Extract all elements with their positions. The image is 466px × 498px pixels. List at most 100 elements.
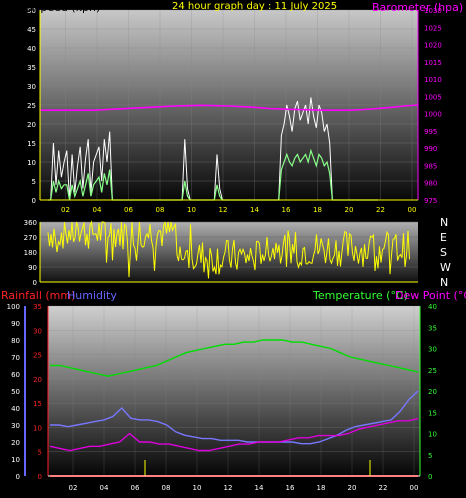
wind-y-tick: 40 xyxy=(27,45,36,53)
temp-x-tick: 22 xyxy=(379,484,388,492)
wind-x-tick: 00 xyxy=(408,206,417,214)
temp-x-tick: 06 xyxy=(131,484,140,492)
wind-x-tick: 22 xyxy=(376,206,385,214)
humidity-y-tick: 20 xyxy=(11,439,20,447)
temp-y-tick: 0 xyxy=(428,473,432,481)
temp-y-tick: 10 xyxy=(428,431,437,439)
temp-y-tick: 25 xyxy=(428,367,437,375)
temperature-label: Temperature (°C) xyxy=(312,289,408,302)
rain-y-tick: 25 xyxy=(33,352,42,360)
rain-y-tick: 35 xyxy=(33,303,42,311)
temp-x-tick: 18 xyxy=(317,484,326,492)
temp-x-tick: 10 xyxy=(193,484,202,492)
wind-x-tick: 12 xyxy=(219,206,228,214)
temp-x-tick: 16 xyxy=(286,484,295,492)
humidity-y-tick: 90 xyxy=(11,320,20,328)
dir-y-tick: 270 xyxy=(24,234,37,242)
temp-y-tick: 35 xyxy=(428,324,437,332)
temp-panel xyxy=(48,306,420,476)
wind-y-tick: 50 xyxy=(27,7,36,15)
wind-y-tick: 15 xyxy=(27,140,36,148)
temp-x-tick: 02 xyxy=(69,484,78,492)
wind-x-tick: 08 xyxy=(156,206,165,214)
temperature-line xyxy=(50,339,419,377)
wind-x-tick: 14 xyxy=(250,206,259,214)
temp-x-tick: 04 xyxy=(100,484,109,492)
humidity-y-tick: 10 xyxy=(11,456,20,464)
baro-y-tick: 980 xyxy=(424,180,437,188)
dir-y-tick: 0 xyxy=(33,279,37,287)
compass-label: N xyxy=(440,276,448,289)
humidity-y-tick: 70 xyxy=(11,354,20,362)
temp-y-tick: 5 xyxy=(428,452,432,460)
humidity-y-tick: 100 xyxy=(7,303,20,311)
compass-label: E xyxy=(440,231,447,244)
wind-y-tick: 0 xyxy=(32,197,36,205)
baro-y-tick: 995 xyxy=(424,128,437,136)
rain-y-tick: 20 xyxy=(33,376,42,384)
wind-y-tick: 30 xyxy=(27,83,36,91)
dewpoint-line xyxy=(49,417,419,452)
temp-y-tick: 15 xyxy=(428,409,437,417)
wind-x-tick: 04 xyxy=(93,206,102,214)
dewpoint-label: Dew Point (°C) xyxy=(395,289,466,302)
wind-x-tick: 02 xyxy=(61,206,70,214)
rain-y-tick: 10 xyxy=(33,424,42,432)
humidity-y-tick: 30 xyxy=(11,422,20,430)
baro-y-tick: 1010 xyxy=(424,76,442,84)
temp-x-tick: 08 xyxy=(162,484,171,492)
baro-y-tick: 1005 xyxy=(424,93,442,101)
rain-y-tick: 30 xyxy=(33,327,42,335)
humidity-y-tick: 0 xyxy=(16,473,20,481)
rain-y-tick: 0 xyxy=(38,473,42,481)
humidity-y-tick: 60 xyxy=(11,371,20,379)
wind-y-tick: 45 xyxy=(27,26,36,34)
rain-y-tick: 5 xyxy=(38,449,42,457)
compass-label: W xyxy=(440,261,451,274)
wind-x-tick: 10 xyxy=(187,206,196,214)
humidity-label: Humidity xyxy=(67,289,117,302)
wind-x-tick: 06 xyxy=(124,206,133,214)
temp-x-tick: 14 xyxy=(255,484,264,492)
wind-x-tick: 20 xyxy=(345,206,354,214)
windspeed-label: Windspeed (kph) xyxy=(7,1,100,14)
dir-y-tick: 180 xyxy=(24,249,37,257)
dir-y-tick: 90 xyxy=(28,264,37,272)
humidity-line xyxy=(50,390,419,445)
wind-direction-trace xyxy=(47,220,410,279)
humidity-y-tick: 50 xyxy=(11,388,20,396)
humidity-y-tick: 40 xyxy=(11,405,20,413)
wind-y-tick: 5 xyxy=(32,178,36,186)
graph-title: 24 hour graph day : 11 July 2025 xyxy=(172,1,337,12)
wind-y-tick: 20 xyxy=(27,121,36,129)
temp-y-tick: 40 xyxy=(428,303,437,311)
baro-y-tick: 985 xyxy=(424,162,437,170)
barometer-line xyxy=(40,104,419,111)
temp-y-tick: 20 xyxy=(428,388,437,396)
rainfall-label: Rainfall (mm) xyxy=(1,289,75,302)
temp-x-tick: 00 xyxy=(410,484,419,492)
wind-x-tick: 18 xyxy=(313,206,322,214)
baro-y-tick: 1015 xyxy=(424,59,442,67)
humidity-y-tick: 80 xyxy=(11,337,20,345)
compass-label: S xyxy=(440,246,447,259)
dir-y-tick: 360 xyxy=(24,219,37,227)
wind-y-tick: 10 xyxy=(27,159,36,167)
temp-y-tick: 30 xyxy=(428,346,437,354)
temp-x-tick: 12 xyxy=(224,484,233,492)
baro-y-tick: 1030 xyxy=(424,7,442,15)
baro-y-tick: 990 xyxy=(424,145,437,153)
baro-y-tick: 1000 xyxy=(424,111,442,119)
baro-y-tick: 1020 xyxy=(424,42,442,50)
baro-y-tick: 975 xyxy=(424,197,437,205)
temp-x-tick: 20 xyxy=(348,484,357,492)
wind-x-tick: 16 xyxy=(282,206,291,214)
wind-y-tick: 25 xyxy=(27,102,36,110)
wind-y-tick: 35 xyxy=(27,64,36,72)
compass-label: N xyxy=(440,216,448,229)
barometer-label: Barometer (hpa) xyxy=(372,1,463,14)
baro-y-tick: 1025 xyxy=(424,24,442,32)
rain-y-tick: 15 xyxy=(33,400,42,408)
